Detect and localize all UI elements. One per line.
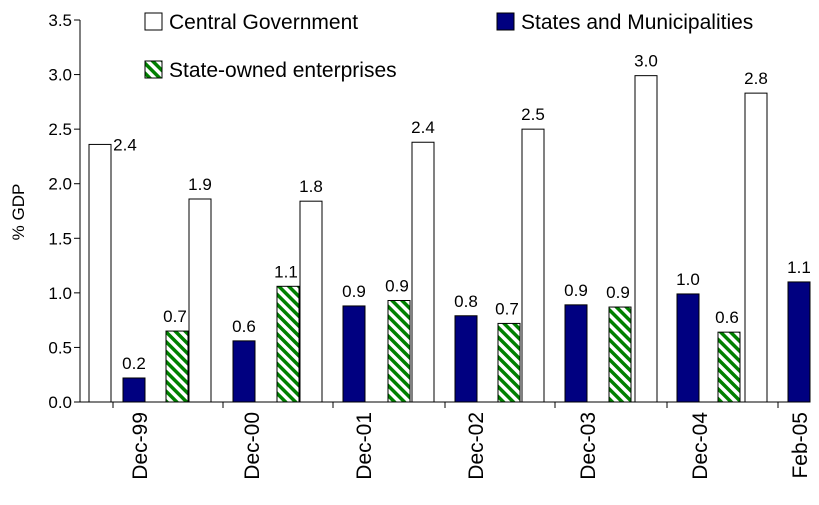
bar-states-and-municipalities-dec-04	[676, 293, 700, 403]
data-label-states-and-municipalities-dec-99: 0.2	[122, 354, 146, 373]
data-label-central-government-feb-05: 2.8	[744, 69, 768, 88]
data-labels: 2.4 1.9 1.8 2.4 2.5 3.0 2.8 0.2 0.6 0.9 0.8 0.9 1.0 1…	[113, 52, 811, 373]
x-tick-label-feb-05: Feb-05	[789, 412, 812, 479]
bar-state-owned-enterprises-dec-99	[165, 330, 189, 403]
y-tick-label: 2.5	[48, 120, 72, 139]
legend: Central Government States and Municipalit…	[144, 11, 753, 82]
data-label-states-and-municipalities-dec-02: 0.8	[454, 292, 478, 311]
axes: 0.0 0.5 1.0 1.5 2.0 2.5 3.0 3.5 % GDP Dec-99 Dec-0…	[9, 11, 812, 480]
x-tick-label-dec-99: Dec-99	[129, 412, 152, 480]
data-label-state-owned-enterprises-dec-03: 0.9	[606, 283, 630, 302]
y-axis-title: % GDP	[9, 184, 28, 241]
bar-central-government-dec-01	[299, 200, 323, 403]
bar-state-owned-enterprises-dec-04	[717, 331, 741, 403]
bar-state-owned-enterprises-dec-03	[608, 306, 632, 403]
bar-states-and-municipalities-dec-03	[564, 304, 588, 403]
bar-state-owned-enterprises-dec-01	[387, 299, 411, 403]
x-tick-label-dec-01: Dec-01	[353, 412, 376, 480]
legend-swatch-central-government	[144, 12, 163, 31]
bar-central-government-dec-04	[634, 75, 658, 403]
y-tick-label: 0.0	[48, 393, 72, 412]
data-label-states-and-municipalities-dec-01: 0.9	[342, 282, 366, 301]
data-label-states-and-municipalities-dec-03: 0.9	[564, 281, 588, 300]
bar-states-and-municipalities-dec-01	[342, 305, 366, 403]
bars	[88, 75, 811, 403]
bar-states-and-municipalities-dec-02	[454, 315, 478, 403]
y-tick-label: 3.0	[48, 66, 72, 85]
legend-swatch-state-owned-enterprises	[144, 60, 163, 79]
legend-label-central-government: Central Government	[169, 11, 358, 34]
data-label-state-owned-enterprises-dec-04: 0.6	[715, 308, 739, 327]
y-tick-label: 1.5	[48, 229, 72, 248]
x-tick-label-dec-00: Dec-00	[241, 412, 264, 480]
data-label-central-government-dec-99: 2.4	[113, 135, 137, 154]
x-tick-label-dec-02: Dec-02	[465, 412, 488, 480]
data-label-states-and-municipalities-dec-04: 1.0	[676, 270, 700, 289]
bar-central-government-feb-05	[744, 92, 768, 403]
y-tick-label: 1.0	[48, 284, 72, 303]
legend-swatch-states-and-municipalities	[496, 12, 515, 31]
bar-central-government-dec-03	[521, 128, 545, 403]
data-label-states-and-municipalities-dec-00: 0.6	[232, 317, 256, 336]
y-tick-label: 3.5	[48, 11, 72, 30]
bar-central-government-dec-02	[411, 141, 435, 403]
x-tick-label-dec-03: Dec-03	[577, 412, 600, 480]
data-label-states-and-municipalities-feb-05: 1.1	[787, 258, 811, 277]
bar-state-owned-enterprises-dec-02	[497, 322, 521, 403]
bar-states-and-municipalities-feb-05	[787, 281, 811, 403]
bar-central-government-dec-00	[188, 198, 212, 403]
data-label-state-owned-enterprises-dec-01: 0.9	[385, 276, 409, 295]
legend-label-state-owned-enterprises: State-owned enterprises	[169, 59, 397, 82]
data-label-state-owned-enterprises-dec-00: 1.1	[274, 262, 298, 281]
legend-label-states-and-municipalities: States and Municipalities	[521, 11, 753, 34]
bar-central-government-dec-99	[88, 143, 112, 403]
bar-states-and-municipalities-dec-00	[232, 340, 256, 403]
y-tick-label: 2.0	[48, 175, 72, 194]
bar-state-owned-enterprises-dec-00	[276, 285, 300, 403]
data-label-central-government-dec-04: 3.0	[634, 52, 658, 71]
data-label-central-government-dec-00: 1.9	[188, 175, 212, 194]
y-tick-label: 0.5	[48, 338, 72, 357]
bar-states-and-municipalities-dec-99	[122, 377, 146, 403]
data-label-state-owned-enterprises-dec-02: 0.7	[495, 299, 519, 318]
data-label-central-government-dec-03: 2.5	[521, 105, 545, 124]
data-label-state-owned-enterprises-dec-99: 0.7	[163, 307, 187, 326]
x-tick-label-dec-04: Dec-04	[689, 412, 712, 480]
data-label-central-government-dec-02: 2.4	[411, 118, 435, 137]
data-label-central-government-dec-01: 1.8	[299, 177, 323, 196]
